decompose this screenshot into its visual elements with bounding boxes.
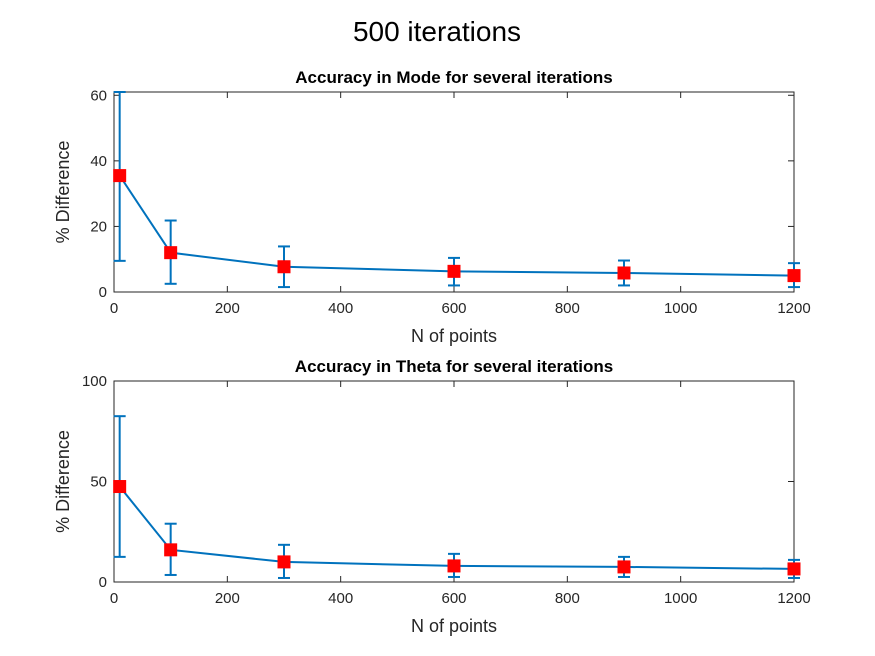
- x-tick-label: 400: [328, 300, 353, 317]
- x-tick-label: 200: [215, 590, 240, 607]
- theta-accuracy-plot: 0 200 400 600 800 1000 1200 0 50 100 Accuracy in T…: [53, 357, 811, 636]
- figure-title: 500 iterations: [353, 16, 521, 47]
- y-axis-label: % Difference: [53, 141, 73, 244]
- data-point-marker: [164, 246, 178, 260]
- x-axis-label: N of points: [411, 326, 497, 346]
- data-point-marker: [787, 562, 801, 576]
- data-point-marker: [787, 269, 801, 283]
- series-line: [118, 485, 795, 570]
- x-tick-label: 1000: [664, 590, 697, 607]
- x-tick-label: 1200: [777, 590, 810, 607]
- axes-box: [113, 380, 795, 583]
- data-point-marker: [447, 559, 461, 573]
- subplot-title: Accuracy in Theta for several iterations: [295, 357, 613, 376]
- data-point-marker: [617, 560, 631, 574]
- data-point-marker: [277, 260, 291, 274]
- y-axis-label: % Difference: [53, 430, 73, 533]
- data-point-marker: [113, 169, 127, 183]
- x-axis-label: N of points: [411, 616, 497, 636]
- mode-accuracy-plot: 0 200 400 600 800 1000 1200 0 20 40 60 Accuracy in …: [53, 68, 811, 346]
- data-point-marker: [277, 555, 291, 569]
- y-tick-label: 0: [99, 284, 107, 301]
- y-tick-label: 20: [90, 218, 107, 235]
- y-tick-label: 0: [99, 574, 107, 591]
- x-tick-label: 600: [441, 300, 466, 317]
- y-tick-label: 60: [90, 87, 107, 104]
- x-tick-label: 0: [110, 590, 118, 607]
- y-tick-label: 50: [90, 474, 107, 491]
- x-tick-label: 600: [441, 590, 466, 607]
- x-tick-label: 800: [555, 300, 580, 317]
- series-line: [118, 175, 795, 277]
- x-tick-label: 400: [328, 590, 353, 607]
- y-tick-label: 100: [82, 373, 107, 390]
- x-tick-label: 800: [555, 590, 580, 607]
- data-point-marker: [447, 264, 461, 278]
- y-tick-label: 40: [90, 153, 107, 170]
- x-tick-label: 200: [215, 300, 240, 317]
- data-point-marker: [113, 480, 127, 494]
- x-tick-label: 0: [110, 300, 118, 317]
- data-point-marker: [164, 543, 178, 557]
- x-tick-label: 1200: [777, 300, 810, 317]
- x-tick-label: 1000: [664, 300, 697, 317]
- subplot-title: Accuracy in Mode for several iterations: [295, 68, 612, 87]
- data-point-marker: [617, 266, 631, 280]
